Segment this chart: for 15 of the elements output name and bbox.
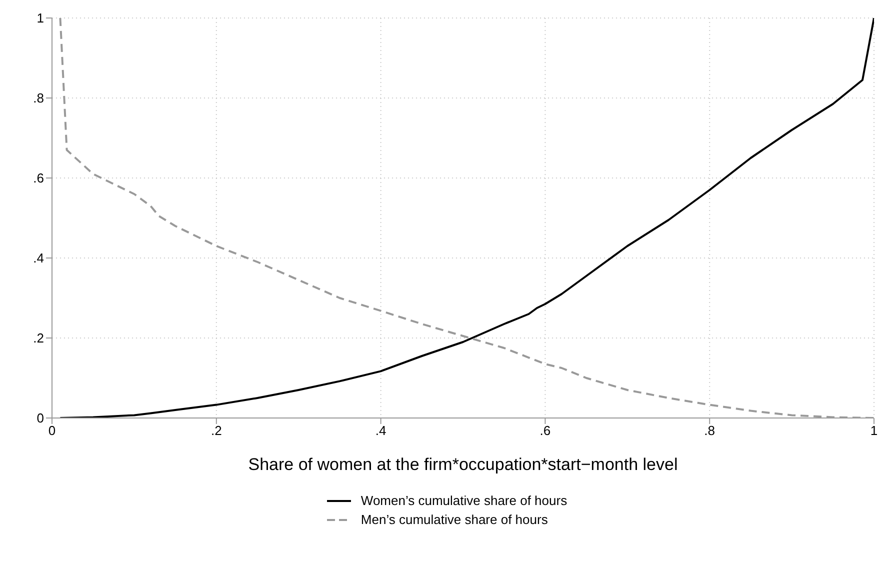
legend-label: Men’s cumulative share of hours <box>360 512 548 527</box>
x-tick-label: 1 <box>870 423 878 438</box>
x-tick-label: 0 <box>48 423 56 438</box>
x-axis-title: Share of women at the firm*occupation*start−month level <box>248 455 678 474</box>
legend-label: Women’s cumulative share of hours <box>360 493 568 508</box>
x-tick-label: .8 <box>704 423 716 438</box>
y-tick-label: .8 <box>33 90 44 106</box>
x-tick-label: .2 <box>210 423 222 438</box>
y-tick-label: 1 <box>36 10 44 26</box>
x-tick-label: .6 <box>540 423 551 438</box>
y-tick-label: 0 <box>36 410 44 426</box>
y-tick-label: .6 <box>33 170 44 186</box>
y-tick-label: .2 <box>33 330 44 346</box>
y-tick-label: .4 <box>33 250 44 266</box>
x-tick-label: .4 <box>375 423 386 438</box>
